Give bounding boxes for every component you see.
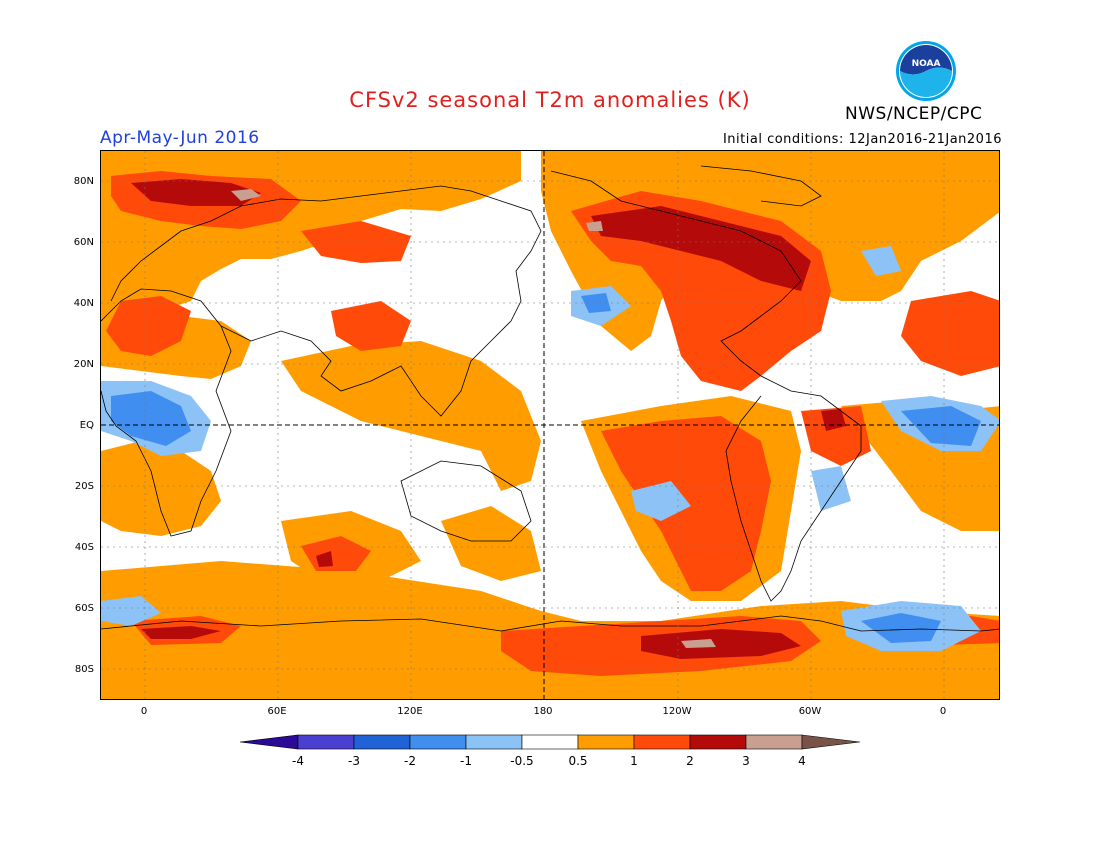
lat-label-40n: 40N xyxy=(73,298,94,309)
cold-anomaly-moderate xyxy=(111,293,981,643)
lat-label-20n: 20N xyxy=(73,359,94,370)
equator-dateline xyxy=(101,151,999,699)
colorbar-swatch-0.5-to-1 xyxy=(577,734,635,750)
lon-label-120e: 120E xyxy=(397,706,423,717)
colorbar-swatch-minus-3-to-minus-2 xyxy=(353,734,411,750)
lat-label-60n: 60N xyxy=(73,237,94,248)
lat-label-80n: 80N xyxy=(73,176,94,187)
lat-label-60s: 60S xyxy=(74,603,94,614)
colorbar-swatch-above-4 xyxy=(801,734,861,750)
colorbar-label-4: 4 xyxy=(798,754,806,768)
colorbar-label-1: 1 xyxy=(630,754,638,768)
lon-label-180: 180 xyxy=(533,706,553,717)
colorbar-label-2: 2 xyxy=(686,754,694,768)
colorbar-label-minus-0.5: -0.5 xyxy=(510,754,534,768)
colorbar-swatch-1-to-2 xyxy=(633,734,691,750)
colorbar-label-0.5: 0.5 xyxy=(568,754,588,768)
colorbar-swatch-minus-2-to-minus-1 xyxy=(409,734,467,750)
lat-label-eq: EQ xyxy=(79,420,94,431)
colorbar-swatch-minus-4-to-minus-3 xyxy=(297,734,355,750)
lat-label-20s: 20S xyxy=(74,481,94,492)
warm-anomaly-very-strong xyxy=(131,179,846,659)
colorbar-label-minus-2: -2 xyxy=(404,754,416,768)
lat-label-80s: 80S xyxy=(74,664,94,675)
colorbar-swatch-3-to-4 xyxy=(745,734,803,750)
colorbar-swatch-minus-1-to-minus-0.5 xyxy=(465,734,523,750)
colorbar-label-minus-1: -1 xyxy=(460,754,472,768)
anomaly-map xyxy=(100,150,1000,700)
colorbar-label-minus-3: -3 xyxy=(348,754,360,768)
chart-title: CFSv2 seasonal T2m anomalies (K) xyxy=(349,88,751,112)
coastlines xyxy=(101,165,999,632)
logo-text: NOAA xyxy=(912,59,941,69)
lon-label-0-east: 0 xyxy=(939,706,947,717)
initial-conditions-label: Initial conditions: 12Jan2016-21Jan2016 xyxy=(722,132,1002,147)
colorbar-swatch-below-minus-4 xyxy=(239,734,299,750)
organization-label: NWS/NCEP/CPC xyxy=(845,104,983,124)
warm-anomaly-extreme xyxy=(231,189,716,648)
lat-label-40s: 40S xyxy=(74,542,94,553)
lon-label-120w: 120W xyxy=(662,706,692,717)
map-grid xyxy=(101,151,999,699)
map-canvas xyxy=(101,151,999,699)
colorbar xyxy=(239,734,861,750)
colorbar-label-3: 3 xyxy=(742,754,750,768)
colorbar-label-minus-4: -4 xyxy=(292,754,304,768)
colorbar-swatch-neutral xyxy=(521,734,579,750)
season-label: Apr-May-Jun 2016 xyxy=(100,128,260,148)
lon-label-60e: 60E xyxy=(267,706,287,717)
noaa-logo: NOAA xyxy=(896,41,956,101)
lon-label-0-west: 0 xyxy=(140,706,148,717)
colorbar-swatch-2-to-3 xyxy=(689,734,747,750)
lon-label-60w: 60W xyxy=(798,706,822,717)
